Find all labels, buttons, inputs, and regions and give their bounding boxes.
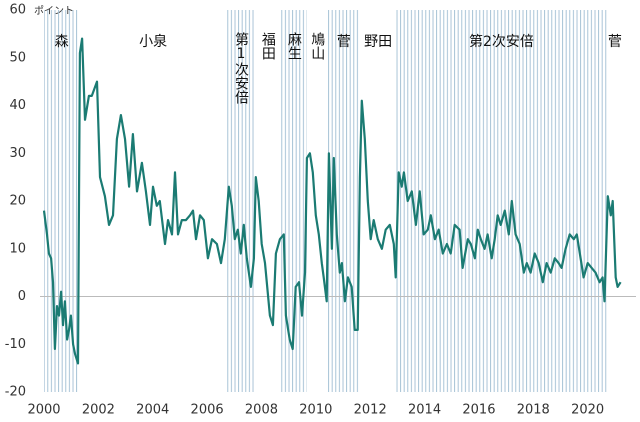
x-tick-label: 2004 xyxy=(136,403,169,418)
x-tick-label: 2012 xyxy=(354,403,387,418)
period-shade xyxy=(396,10,607,392)
period-label: 森 xyxy=(55,34,69,50)
x-tick-label: 2006 xyxy=(191,403,224,418)
x-tick-label: 2016 xyxy=(462,403,495,418)
y-tick-label: 20 xyxy=(9,194,26,209)
x-tick-label: 2018 xyxy=(517,403,550,418)
y-tick-label: 30 xyxy=(9,146,26,161)
period-label: 第2次安倍 xyxy=(469,33,534,50)
x-tick-label: 2008 xyxy=(245,403,278,418)
period-label: 第1次安倍 xyxy=(233,31,249,104)
y-tick-label: 0 xyxy=(18,289,26,304)
x-tick-label: 2010 xyxy=(299,403,332,418)
x-tick-label: 2020 xyxy=(571,403,604,418)
period-label: 麻生 xyxy=(286,32,302,60)
x-tick-label: 2002 xyxy=(82,403,115,418)
period-label: 小泉 xyxy=(139,33,167,50)
data-line xyxy=(42,37,622,365)
y-tick-label: -20 xyxy=(5,385,26,400)
period-label: 野田 xyxy=(364,34,392,50)
y-tick-label: 40 xyxy=(9,98,26,113)
x-tick-label: 2014 xyxy=(408,403,441,418)
y-tick-label: -10 xyxy=(5,337,26,352)
period-label: 菅 xyxy=(337,34,351,50)
period-label: 福田 xyxy=(260,32,276,60)
y-tick-label: 50 xyxy=(9,50,26,65)
period-label: 鳩山 xyxy=(309,32,325,60)
x-tick-label: 2000 xyxy=(27,403,60,418)
period-shade xyxy=(44,10,80,392)
period-label: 菅 xyxy=(608,34,622,50)
y-tick-label: 60 xyxy=(9,3,26,18)
y-tick-label: 10 xyxy=(9,241,26,256)
